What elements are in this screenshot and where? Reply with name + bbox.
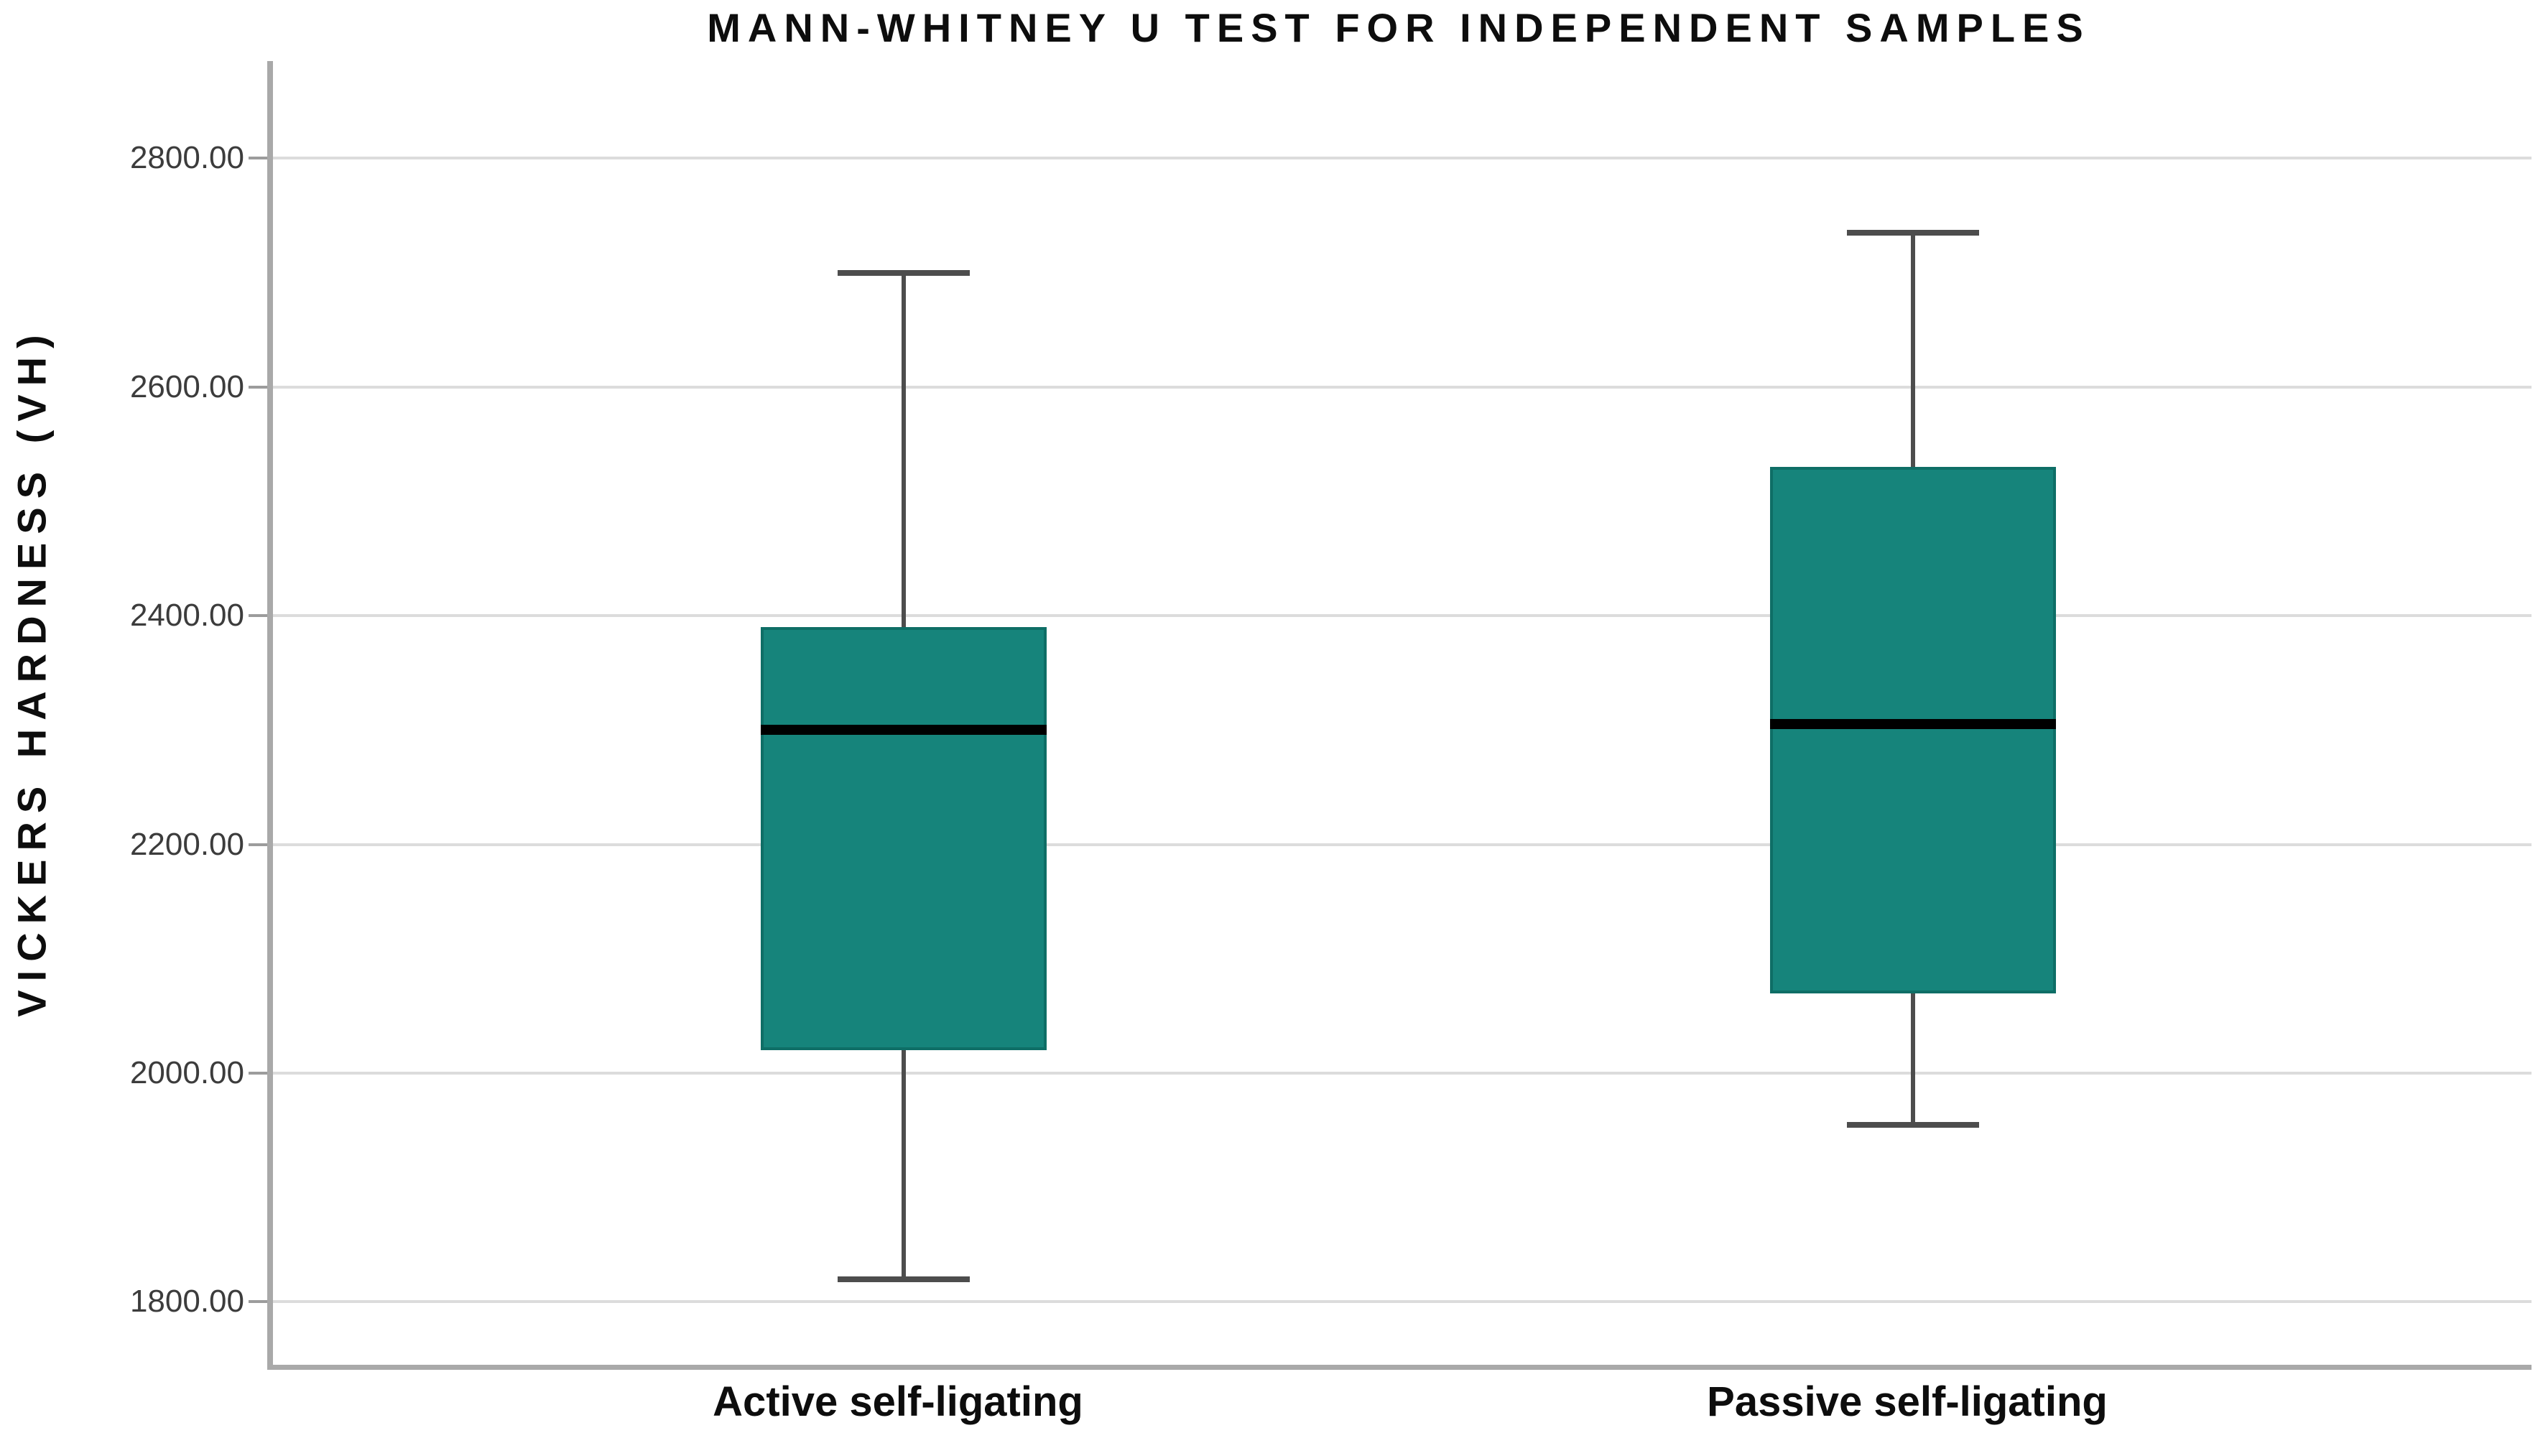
y-tick-2400 <box>249 614 267 618</box>
gridline-2200 <box>273 843 2532 846</box>
whisker-cap-bottom-active <box>838 1276 970 1282</box>
category-label-active: Active self-ligating <box>713 1378 1083 1425</box>
y-tick-2600 <box>249 385 267 389</box>
whisker-cap-top-active <box>838 269 970 276</box>
y-axis-title: VICKERS HARDNESS (VH) <box>9 326 55 1017</box>
gridline-2000 <box>273 1072 2532 1075</box>
y-tick-label-2800: 2800.00 <box>129 140 244 176</box>
box-active <box>761 627 1047 1051</box>
y-tick-label-2000: 2000.00 <box>129 1055 244 1090</box>
category-label-passive: Passive self-ligating <box>1707 1378 2108 1425</box>
whisker-cap-top-passive <box>1847 229 1979 236</box>
gridline-2800 <box>273 157 2532 160</box>
y-tick-label-1800: 1800.00 <box>129 1284 244 1320</box>
gridline-1800 <box>273 1300 2532 1304</box>
y-tick-2000 <box>249 1072 267 1075</box>
gridline-2400 <box>273 614 2532 618</box>
median-line-active <box>761 725 1047 736</box>
whisker-cap-bottom-passive <box>1847 1121 1979 1128</box>
y-tick-label-2400: 2400.00 <box>129 598 244 634</box>
y-tick-label-2600: 2600.00 <box>129 368 244 404</box>
y-tick-label-2200: 2200.00 <box>129 826 244 862</box>
median-line-passive <box>1770 719 2056 730</box>
plot-area <box>249 61 2532 1370</box>
y-tick-2200 <box>249 843 267 846</box>
y-tick-1800 <box>249 1300 267 1304</box>
gridline-2600 <box>273 385 2532 389</box>
box-passive <box>1770 467 2056 993</box>
y-tick-2800 <box>249 157 267 160</box>
chart-title: MANN-WHITNEY U TEST FOR INDEPENDENT SAMP… <box>707 5 2090 50</box>
